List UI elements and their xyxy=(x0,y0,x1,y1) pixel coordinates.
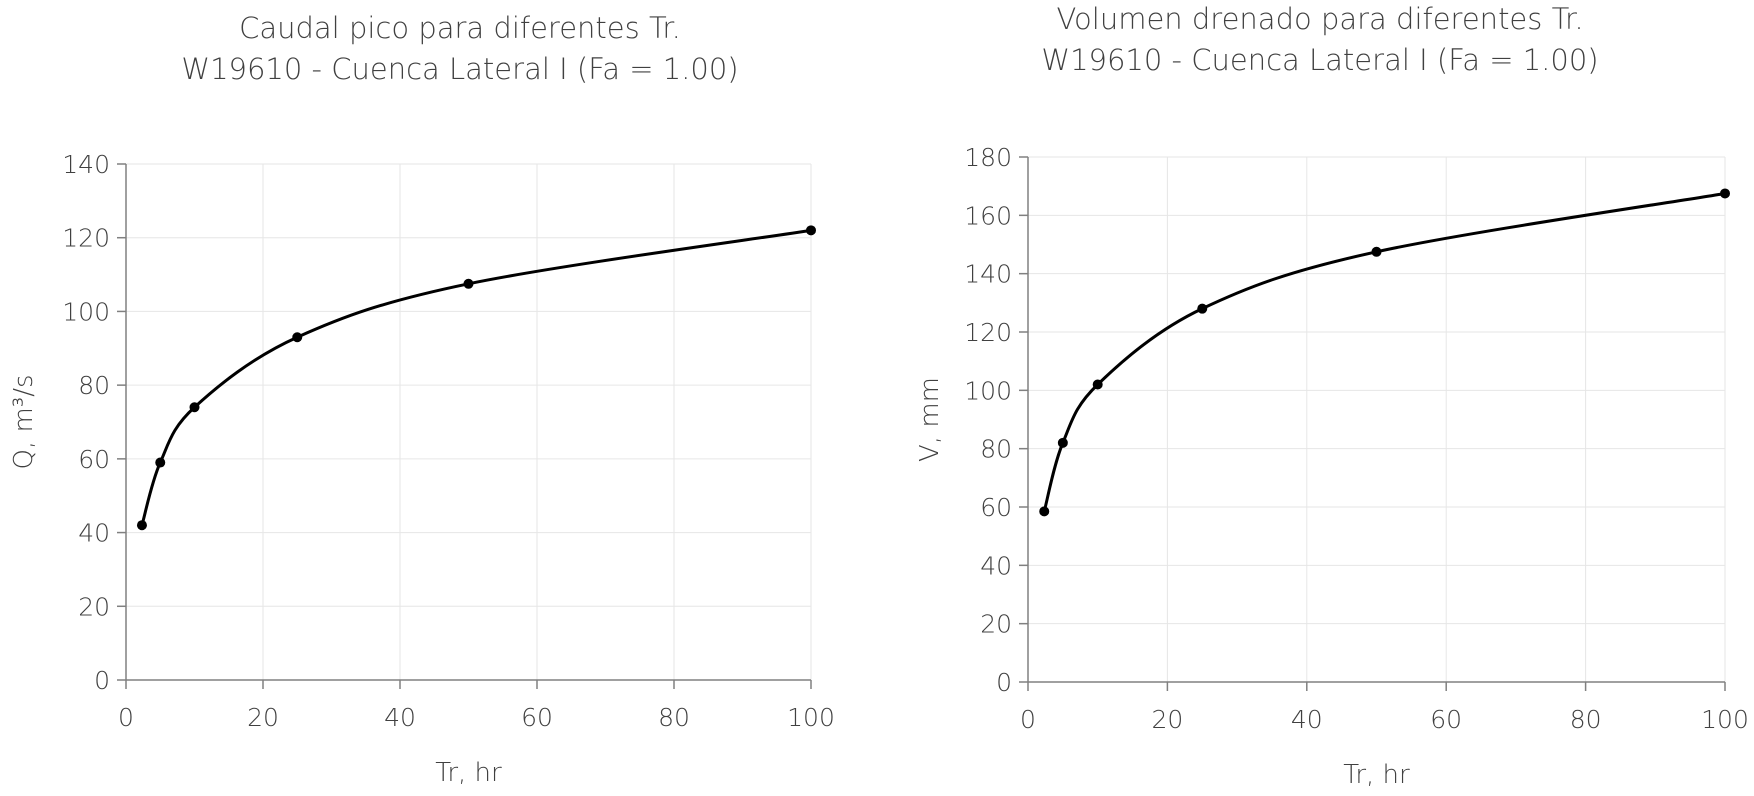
x-tick-label: 100 xyxy=(1701,705,1749,734)
x-tick-label: 60 xyxy=(521,703,553,732)
x-tick-label: 20 xyxy=(247,703,279,732)
chart-title-peak-flow: Caudal pico para diferentes Tr. W19610 -… xyxy=(140,8,780,90)
y-tick-label: 20 xyxy=(78,592,110,621)
y-tick-label: 40 xyxy=(980,551,1012,580)
x-axis-label: Tr, hr xyxy=(435,758,502,788)
series-line xyxy=(1042,191,1726,512)
x-tick-label: 0 xyxy=(118,703,134,732)
data-point xyxy=(1720,188,1730,199)
x-tick-label: 80 xyxy=(658,703,690,732)
y-tick-label: 140 xyxy=(62,150,110,179)
y-tick-label: 100 xyxy=(62,297,110,326)
data-point xyxy=(1371,246,1382,257)
y-tick-label: 120 xyxy=(964,318,1012,347)
data-point xyxy=(1039,506,1050,517)
x-tick-label: 60 xyxy=(1430,705,1462,734)
x-tick-label: 40 xyxy=(384,703,416,732)
x-axis-label: Tr, hr xyxy=(1343,760,1410,790)
x-tick-label: 0 xyxy=(1020,705,1036,734)
data-point xyxy=(155,457,166,468)
x-tick-label: 80 xyxy=(1570,705,1602,734)
chart-title-line-2: W19610 - Cuenca Lateral I (Fa = 1.00) xyxy=(1041,43,1599,77)
y-tick-label: 0 xyxy=(94,666,110,695)
chart-title-line-1: Caudal pico para diferentes Tr. xyxy=(239,11,681,45)
y-tick-label: 120 xyxy=(62,224,110,253)
chart-title-line-2: W19610 - Cuenca Lateral I (Fa = 1.00) xyxy=(181,52,739,86)
y-tick-label: 160 xyxy=(964,201,1012,230)
y-tick-label: 80 xyxy=(980,435,1012,464)
x-tick-label: 20 xyxy=(1151,705,1183,734)
y-axis-label: V, mm xyxy=(915,377,945,462)
y-tick-label: 40 xyxy=(78,519,110,548)
series-line xyxy=(140,228,812,526)
data-point xyxy=(292,332,303,343)
data-point xyxy=(136,520,147,531)
data-point xyxy=(806,225,816,236)
data-point xyxy=(1092,379,1103,390)
y-axis-label: Q, m³/s xyxy=(9,374,39,469)
chart-title-line-1: Volumen drenado para diferentes Tr. xyxy=(1056,2,1584,36)
y-tick-label: 140 xyxy=(964,260,1012,289)
data-point xyxy=(463,278,474,289)
y-tick-label: 180 xyxy=(964,143,1012,172)
chart-title-drained-volume: Volumen drenado para diferentes Tr. W196… xyxy=(1000,0,1640,81)
y-tick-label: 0 xyxy=(996,668,1012,697)
y-tick-label: 80 xyxy=(78,371,110,400)
chart-1: 0 20 40 60 80 100 120 140 0 20 40 60 80 100 Tr, hr Q, m… xyxy=(9,150,835,788)
data-point xyxy=(1057,437,1068,448)
x-tick-label: 40 xyxy=(1291,705,1323,734)
y-tick-label: 100 xyxy=(964,376,1012,405)
x-tick-label: 100 xyxy=(787,703,835,732)
y-tick-label: 20 xyxy=(980,610,1012,639)
chart-2: 0 20 40 60 80 100 120 140 160 180 0 20 40 60 80 100 Tr, … xyxy=(915,143,1749,790)
y-tick-label: 60 xyxy=(78,445,110,474)
data-point xyxy=(1197,303,1208,314)
y-tick-label: 60 xyxy=(980,493,1012,522)
data-point xyxy=(189,402,200,413)
